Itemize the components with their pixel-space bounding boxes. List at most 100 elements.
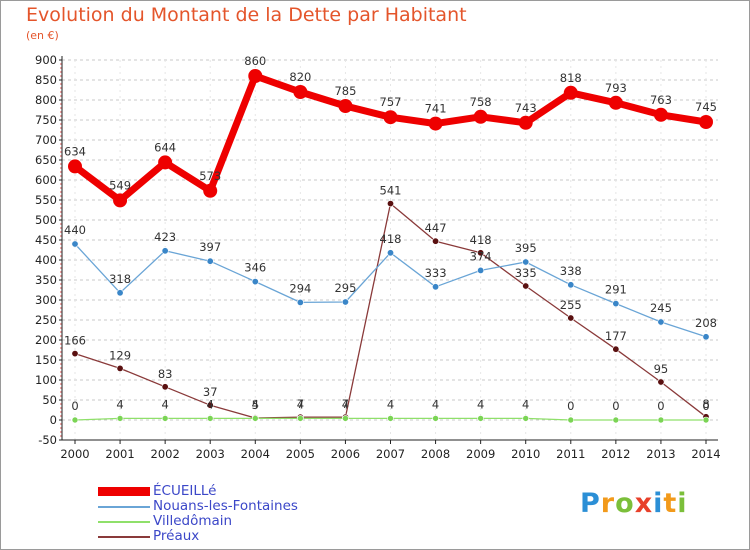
data-label: 83 [158,367,173,381]
x-tick-label: 2010 [511,447,540,461]
data-point [71,240,79,248]
y-tick-label: 100 [35,373,57,387]
data-point [432,283,440,291]
data-point [432,237,440,245]
data-label: 7 [342,397,349,411]
data-point [702,416,710,424]
data-label: 37 [203,385,218,399]
data-point [612,345,620,353]
y-tick-label: 300 [35,293,57,307]
y-tick-label: -50 [38,433,57,447]
data-label: 318 [109,272,131,286]
y-tick-label: 600 [35,173,57,187]
data-point [428,116,443,131]
data-point [612,300,620,308]
data-label: 634 [64,144,86,158]
data-point [612,416,620,424]
data-point [477,266,485,274]
y-tick-label: 900 [35,53,57,67]
logo-letter: i [653,488,664,519]
data-point [608,95,623,110]
data-label: 0 [657,399,664,413]
logo-letter: o [615,488,635,519]
legend-swatch [98,487,150,496]
y-tick-label: 450 [35,233,57,247]
data-point [206,257,214,265]
x-tick-label: 2002 [151,447,180,461]
data-label: 4 [522,397,529,411]
data-label: 793 [605,81,627,95]
y-tick-label: 250 [35,313,57,327]
data-label: 757 [380,95,402,109]
data-label: 5 [252,398,259,412]
page-title: Evolution du Montant de la Dette par Hab… [26,4,467,26]
data-label: 8 [702,397,709,411]
x-tick-label: 2014 [691,447,720,461]
data-label: 758 [470,95,492,109]
data-label: 741 [425,102,447,116]
data-label: 0 [567,399,574,413]
data-label: 860 [244,54,266,68]
data-point [161,415,169,422]
data-point [341,298,349,306]
x-tick-label: 2000 [60,447,89,461]
data-label: 333 [425,266,447,280]
data-label: 0 [612,399,619,413]
logo-letter: r [600,488,616,519]
data-point [338,99,353,113]
logo-letter: P [580,488,601,519]
data-label: 820 [289,70,311,84]
data-label: 397 [199,240,221,254]
data-point [432,415,439,422]
legend-item: Préaux [98,529,298,544]
data-point [158,155,173,170]
data-point [563,85,578,100]
data-point [657,378,665,386]
data-label: 743 [515,101,537,115]
y-tick-label: 800 [35,93,57,107]
data-point [68,159,82,174]
data-label: 423 [154,230,176,244]
y-tick-label: 500 [35,213,57,227]
data-label: 208 [695,316,717,330]
data-label: 0 [71,399,78,413]
page-subtitle: (en €) [26,29,59,42]
data-point [473,109,488,124]
data-label: 4 [342,397,349,411]
data-label: 335 [515,266,537,280]
data-label: 818 [560,71,582,85]
y-tick-label: 650 [35,153,57,167]
data-label: 541 [380,184,402,198]
data-point [71,350,79,358]
data-label: 295 [334,281,356,295]
data-point [477,415,484,422]
data-point [296,298,304,306]
data-label: 294 [289,281,311,295]
x-tick-label: 2001 [105,447,134,461]
y-tick-label: 0 [50,413,57,427]
data-point [567,314,575,322]
data-label: 338 [560,264,582,278]
data-label: 0 [702,399,709,413]
data-point [116,289,124,297]
data-point [342,415,349,422]
x-tick-label: 2011 [556,447,585,461]
data-point [702,333,710,341]
data-point [71,416,79,424]
data-point [116,364,124,372]
data-point [386,249,394,257]
y-tick-label: 400 [35,253,57,267]
y-tick-label: 550 [35,193,57,207]
data-point [116,415,124,422]
y-tick-label: 150 [35,353,57,367]
data-label: 4 [387,397,394,411]
data-point [657,318,665,326]
data-point [161,247,169,255]
data-point [567,416,575,424]
data-point [657,416,665,424]
legend-label: Villedômain [153,513,233,529]
data-point [522,415,530,422]
legend-label: Nouans-les-Fontaines [153,498,298,514]
